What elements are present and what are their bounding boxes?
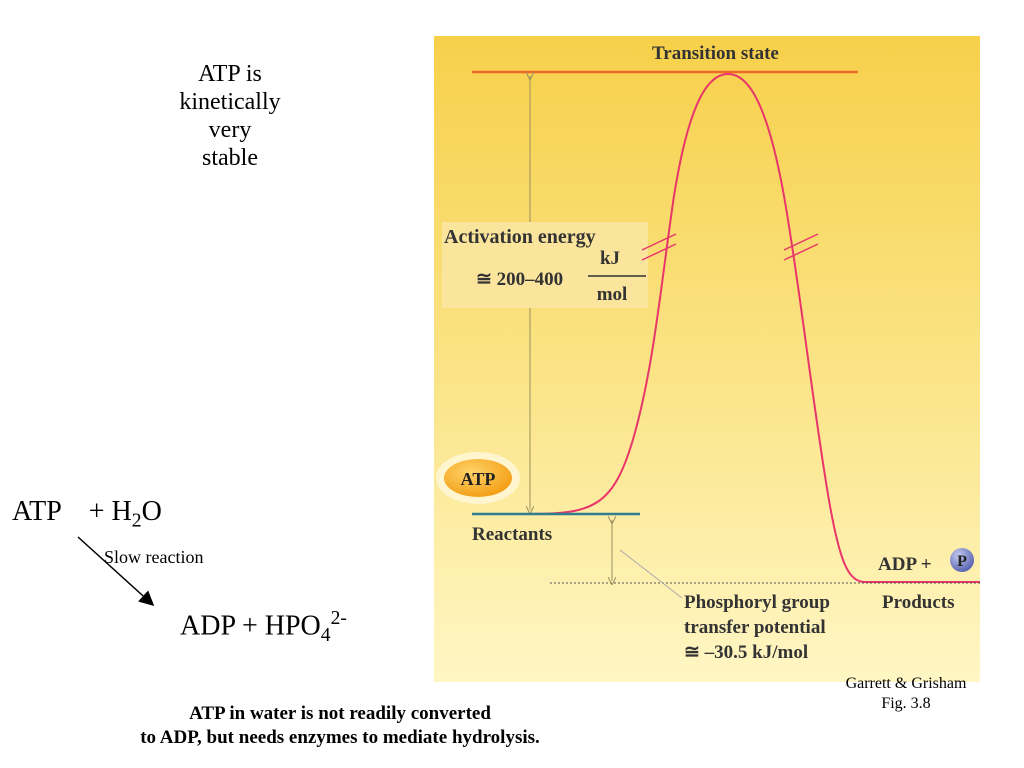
transition-state-label: Transition state (652, 43, 779, 64)
hydrolysis-note-line: to ADP, but needs enzymes to mediate hyd… (140, 727, 540, 748)
reaction-reactants: ATP + H2O (12, 496, 162, 533)
hydrolysis-note-line: ATP in water is not readily converted (189, 703, 491, 724)
diagram-background (434, 36, 980, 682)
stability-note-line: kinetically (179, 89, 281, 115)
slow-reaction-label: Slow reaction (104, 547, 204, 567)
reactant-atp: ATP (12, 496, 61, 527)
curve-break-mark (641, 233, 677, 251)
curve-break-mark (641, 243, 677, 261)
stability-note: ATP is kinetically very stable (150, 60, 310, 172)
reactant-water-subscript: 2 (131, 510, 142, 532)
phosphate-badge (950, 548, 974, 572)
reactant-water-o: O (141, 496, 162, 527)
product-po4-subscript: 4 (320, 624, 331, 646)
stability-note-line: very (208, 117, 252, 143)
products-label: Products (882, 592, 954, 613)
reactants-label: Reactants (472, 524, 552, 545)
transfer-potential-leader (619, 549, 683, 599)
activation-energy-label: Activation energy (444, 226, 596, 248)
activation-label-backdrop (442, 222, 648, 308)
phosphate-badge-label: P (957, 553, 967, 570)
product-charge: 2- (330, 608, 347, 629)
unit-denominator: mol (597, 284, 628, 305)
curve-break-mark (783, 243, 819, 261)
atp-badge (444, 459, 512, 497)
citation-line: Fig. 3.8 (881, 695, 931, 712)
adp-plus-label: ADP + (878, 554, 932, 575)
reaction-arrow (77, 536, 155, 607)
reactant-water-h: + H (88, 496, 132, 527)
citation-line: Garrett & Grisham (845, 675, 967, 692)
stability-note-line: ATP is (198, 61, 262, 87)
energy-curve (529, 72, 980, 583)
atp-badge-label: ATP (461, 469, 496, 489)
unit-numerator: kJ (600, 248, 620, 269)
phosphoryl-label-line1: Phosphoryl group (684, 592, 830, 613)
energy-diagram: Transition state Activation energy ≅ 200… (434, 36, 980, 682)
activation-energy-range: ≅ 200–400 (476, 269, 563, 290)
figure-citation: Garrett & Grisham Fig. 3.8 (822, 674, 990, 714)
product-adp-hpo: ADP + HPO (180, 610, 321, 642)
hydrolysis-note: ATP in water is not readily converted to… (80, 702, 600, 750)
reaction-products: ADP + HPO42- (180, 608, 347, 647)
stability-note-line: stable (202, 145, 258, 171)
phosphoryl-label-line3: ≅ –30.5 kJ/mol (684, 642, 808, 663)
phosphoryl-label-line2: transfer potential (684, 617, 826, 638)
curve-break-mark (783, 233, 819, 251)
